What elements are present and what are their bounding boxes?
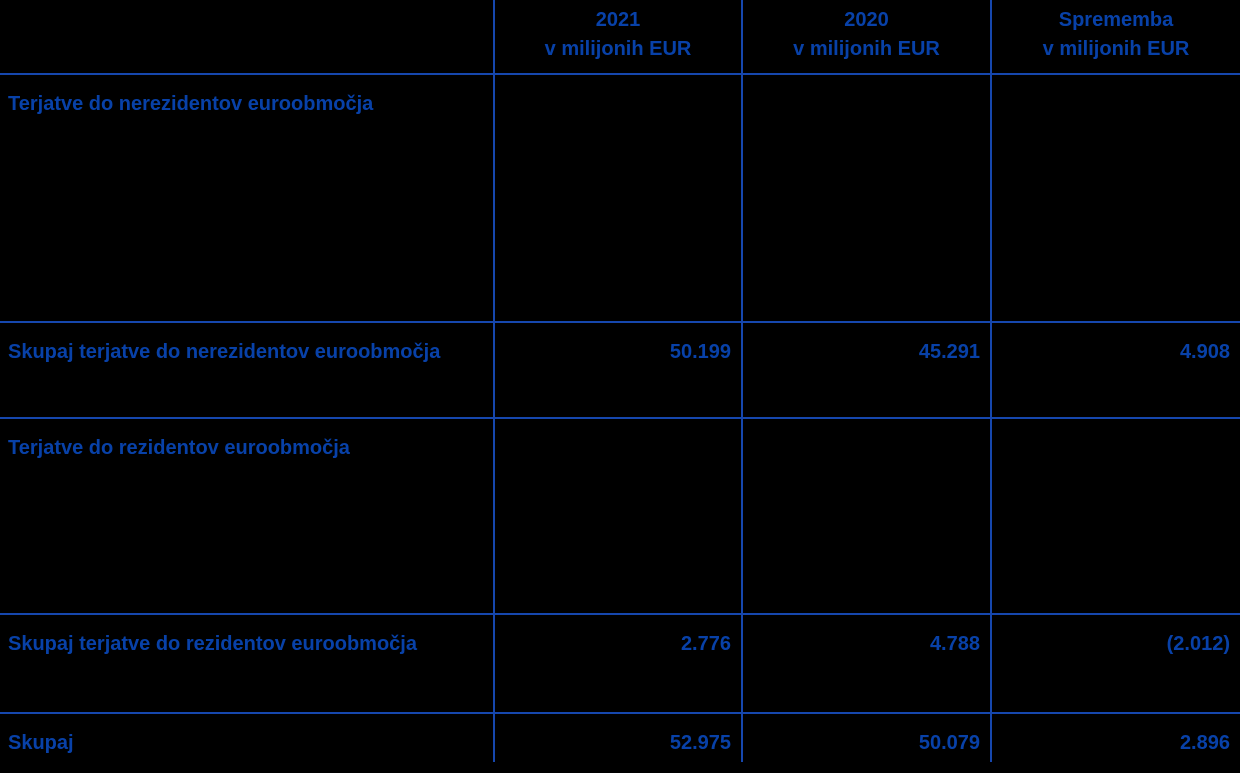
column-header-2020: 2020 v milijonih EUR xyxy=(741,0,991,75)
row-value: 4.788 xyxy=(741,613,991,713)
unit-label: v milijonih EUR xyxy=(544,37,692,60)
table-row-subtotal: Skupaj terjatve do rezidentov euroobmočj… xyxy=(0,613,1240,713)
row-label: Terjatve do nerezidentov euroobmočja xyxy=(0,73,494,322)
row-value xyxy=(741,417,991,614)
row-value: 50.079 xyxy=(741,712,991,762)
column-header-2021: 2021 v milijonih EUR xyxy=(493,0,742,75)
table-body: Terjatve do nerezidentov euroobmočja Skup… xyxy=(0,73,1240,762)
row-value xyxy=(990,417,1240,614)
row-value: 2.776 xyxy=(493,613,742,713)
row-value xyxy=(493,73,742,322)
row-value: 45.291 xyxy=(741,321,991,418)
row-value: 2.896 xyxy=(990,712,1240,762)
row-label: Skupaj terjatve do nerezidentov euroobmo… xyxy=(0,321,494,418)
row-value: 4.908 xyxy=(990,321,1240,418)
year-label: 2021 xyxy=(595,8,641,31)
header-corner-cell xyxy=(0,0,494,75)
table-header: 2021 v milijonih EUR 2020 v milijonih EU… xyxy=(0,0,1240,75)
unit-label: v milijonih EUR xyxy=(793,37,940,60)
row-value: 50.199 xyxy=(493,321,742,418)
row-label: Terjatve do rezidentov euroobmočja xyxy=(0,417,494,614)
row-value: 52.975 xyxy=(493,712,742,762)
table-row-section: Terjatve do rezidentov euroobmočja xyxy=(0,417,1240,614)
header-row: 2021 v milijonih EUR 2020 v milijonih EU… xyxy=(0,0,1240,75)
column-header-sprememba: Sprememba v milijonih EUR xyxy=(990,0,1240,75)
row-label: Skupaj terjatve do rezidentov euroobmočj… xyxy=(0,613,494,713)
unit-label: v milijonih EUR xyxy=(1042,37,1190,60)
row-label: Skupaj xyxy=(0,712,494,762)
year-label: 2020 xyxy=(844,8,889,31)
row-value xyxy=(741,73,991,322)
row-value: (2.012) xyxy=(990,613,1240,713)
table-row-section: Terjatve do nerezidentov euroobmočja xyxy=(0,73,1240,322)
table-row-subtotal: Skupaj terjatve do nerezidentov euroobmo… xyxy=(0,321,1240,418)
row-value xyxy=(990,73,1240,322)
year-label: Sprememba xyxy=(1058,8,1174,31)
table-row-grand-total: Skupaj 52.975 50.079 2.896 xyxy=(0,712,1240,762)
row-value xyxy=(493,417,742,614)
